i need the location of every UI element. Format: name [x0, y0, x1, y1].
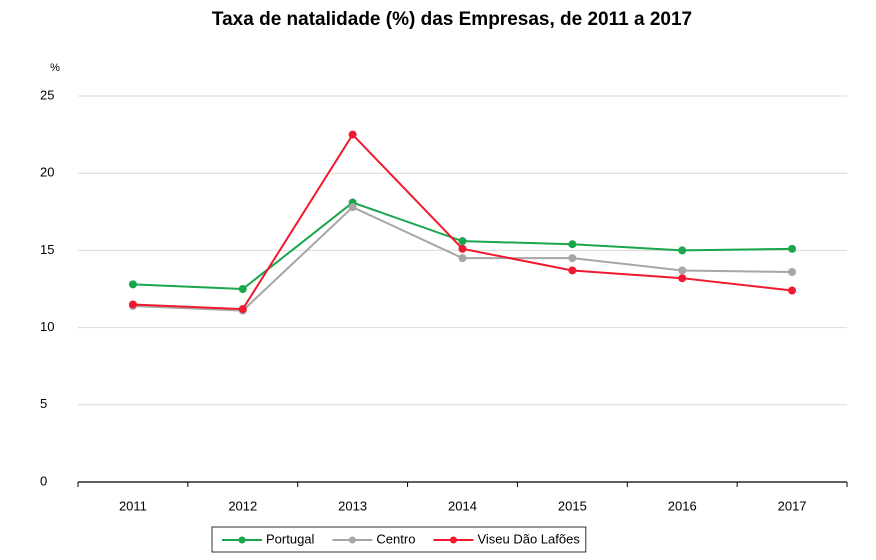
- y-axis-label: %: [50, 62, 60, 74]
- chart-title: Taxa de natalidade (%) das Empresas, de …: [212, 9, 692, 30]
- legend-marker: [238, 536, 246, 544]
- legend: Portugal Centro Viseu Dão Lafões: [211, 526, 587, 553]
- legend-marker: [449, 536, 457, 544]
- data-point: [348, 130, 357, 139]
- data-point: [568, 266, 577, 275]
- data-point: [458, 254, 467, 263]
- legend-label: Viseu Dão Lafões: [477, 531, 580, 546]
- data-point: [458, 237, 467, 246]
- y-tick-label: 15: [40, 242, 54, 257]
- data-point: [238, 285, 247, 293]
- legend-label: Centro: [376, 531, 415, 546]
- data-point: [568, 254, 577, 263]
- x-tick-label: 2015: [558, 498, 587, 513]
- data-point: [128, 280, 137, 289]
- x-tick-label: 2017: [778, 498, 807, 513]
- y-tick-label: 10: [40, 319, 54, 334]
- x-tick-label: 2011: [119, 498, 147, 513]
- series-line: [132, 132, 793, 311]
- data-point: [238, 305, 247, 314]
- data-point: [678, 266, 687, 275]
- data-point: [458, 244, 467, 253]
- x-tick-label: 2012: [228, 498, 257, 513]
- data-point: [788, 286, 797, 295]
- x-tick-label: 2013: [338, 498, 367, 513]
- data-point: [568, 240, 577, 249]
- y-tick-label: 25: [40, 87, 54, 102]
- y-tick-label: 0: [40, 473, 47, 488]
- x-tick-label: 2014: [448, 498, 477, 513]
- data-point: [678, 246, 687, 255]
- data-point: [788, 268, 797, 277]
- legend-label: Portugal: [266, 531, 315, 546]
- data-point: [678, 274, 687, 283]
- legend-marker: [348, 536, 356, 544]
- x-tick-label: 2016: [668, 498, 697, 513]
- data-point: [128, 300, 137, 309]
- y-tick-label: 5: [40, 396, 47, 411]
- data-point: [788, 244, 797, 253]
- legend-box: [211, 526, 587, 553]
- data-point: [348, 203, 357, 212]
- y-tick-label: 20: [40, 165, 54, 180]
